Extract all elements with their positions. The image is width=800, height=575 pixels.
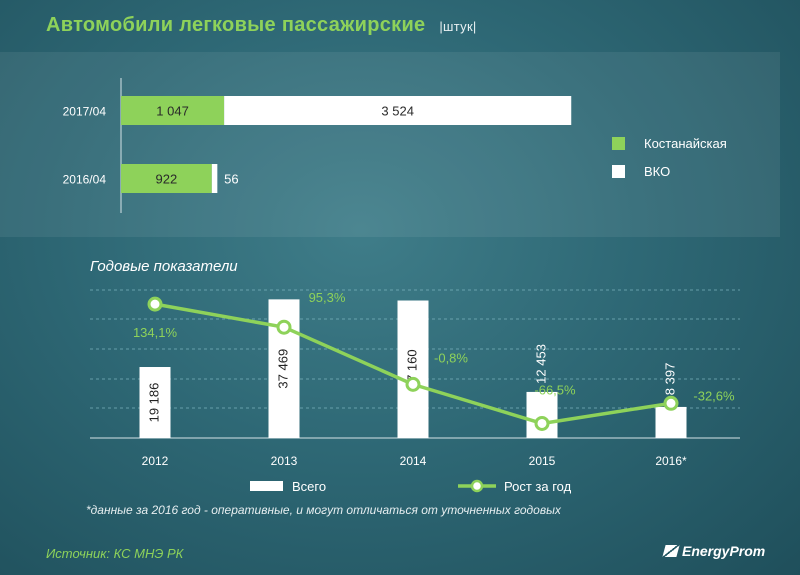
legend-swatch-kostanay xyxy=(612,137,625,150)
bar-data-label: 56 xyxy=(224,172,238,187)
bar-data-label: 922 xyxy=(156,172,178,187)
source-label: Источник: КС МНЭ РК xyxy=(46,546,184,561)
x-tick-label: 2014 xyxy=(400,454,427,468)
column-value-label: 37 469 xyxy=(275,349,290,389)
growth-marker xyxy=(276,319,292,335)
column-value-label: 19 186 xyxy=(146,383,161,423)
top-panel xyxy=(0,52,780,237)
growth-data-label: -0,8% xyxy=(434,350,468,365)
legend-label-growth: Рост за год xyxy=(504,479,572,494)
growth-marker xyxy=(405,376,421,392)
growth-marker xyxy=(147,296,163,312)
legend-label-vko: ВКО xyxy=(644,164,670,179)
unit-label: |штук| xyxy=(439,19,477,34)
growth-data-label: 95,3% xyxy=(309,290,346,305)
legend-label-total: Всего xyxy=(292,479,326,494)
legend-marker-growth xyxy=(470,479,484,493)
brand-icon xyxy=(662,545,680,557)
footnote: *данные за 2016 год - оперативные, и мог… xyxy=(86,503,561,517)
bar-kostanay xyxy=(121,164,212,193)
growth-marker xyxy=(663,395,679,411)
brand-logo: EnergyProm xyxy=(662,543,766,559)
category-label: 2016/04 xyxy=(63,173,107,187)
chart-title: Автомобили легковые пассажирские |штук| xyxy=(46,14,477,37)
sub-chart-title: Годовые показатели xyxy=(90,258,238,275)
legend-label-kostanay: Костанайская xyxy=(644,136,727,151)
legend-swatch-vko xyxy=(612,165,625,178)
x-tick-label: 2013 xyxy=(271,454,298,468)
column-bar xyxy=(526,391,558,438)
bar-vko xyxy=(224,96,572,125)
bar-vko xyxy=(211,164,218,193)
x-tick-label: 2015 xyxy=(529,454,556,468)
column-bar xyxy=(139,367,171,438)
title-text: Автомобили легковые пассажирские xyxy=(46,14,426,36)
growth-marker xyxy=(534,415,550,431)
column-bar xyxy=(655,406,687,438)
bar-kostanay xyxy=(121,96,225,125)
brand-name: EnergyProm xyxy=(682,543,766,559)
category-label: 2017/04 xyxy=(63,105,107,119)
column-value-label: 8 397 xyxy=(662,363,677,396)
bar-data-label: 3 524 xyxy=(381,104,414,119)
x-tick-label: 2016* xyxy=(655,454,687,468)
column-value-label: 12 453 xyxy=(533,344,548,384)
growth-data-label: -32,6% xyxy=(693,388,735,403)
bar-data-label: 1 047 xyxy=(156,104,189,119)
x-tick-label: 2012 xyxy=(142,454,169,468)
legend-swatch-total xyxy=(250,481,283,491)
column-bar xyxy=(397,300,429,438)
growth-data-label: 134,1% xyxy=(133,325,178,340)
growth-data-label: -66,5% xyxy=(534,382,576,397)
